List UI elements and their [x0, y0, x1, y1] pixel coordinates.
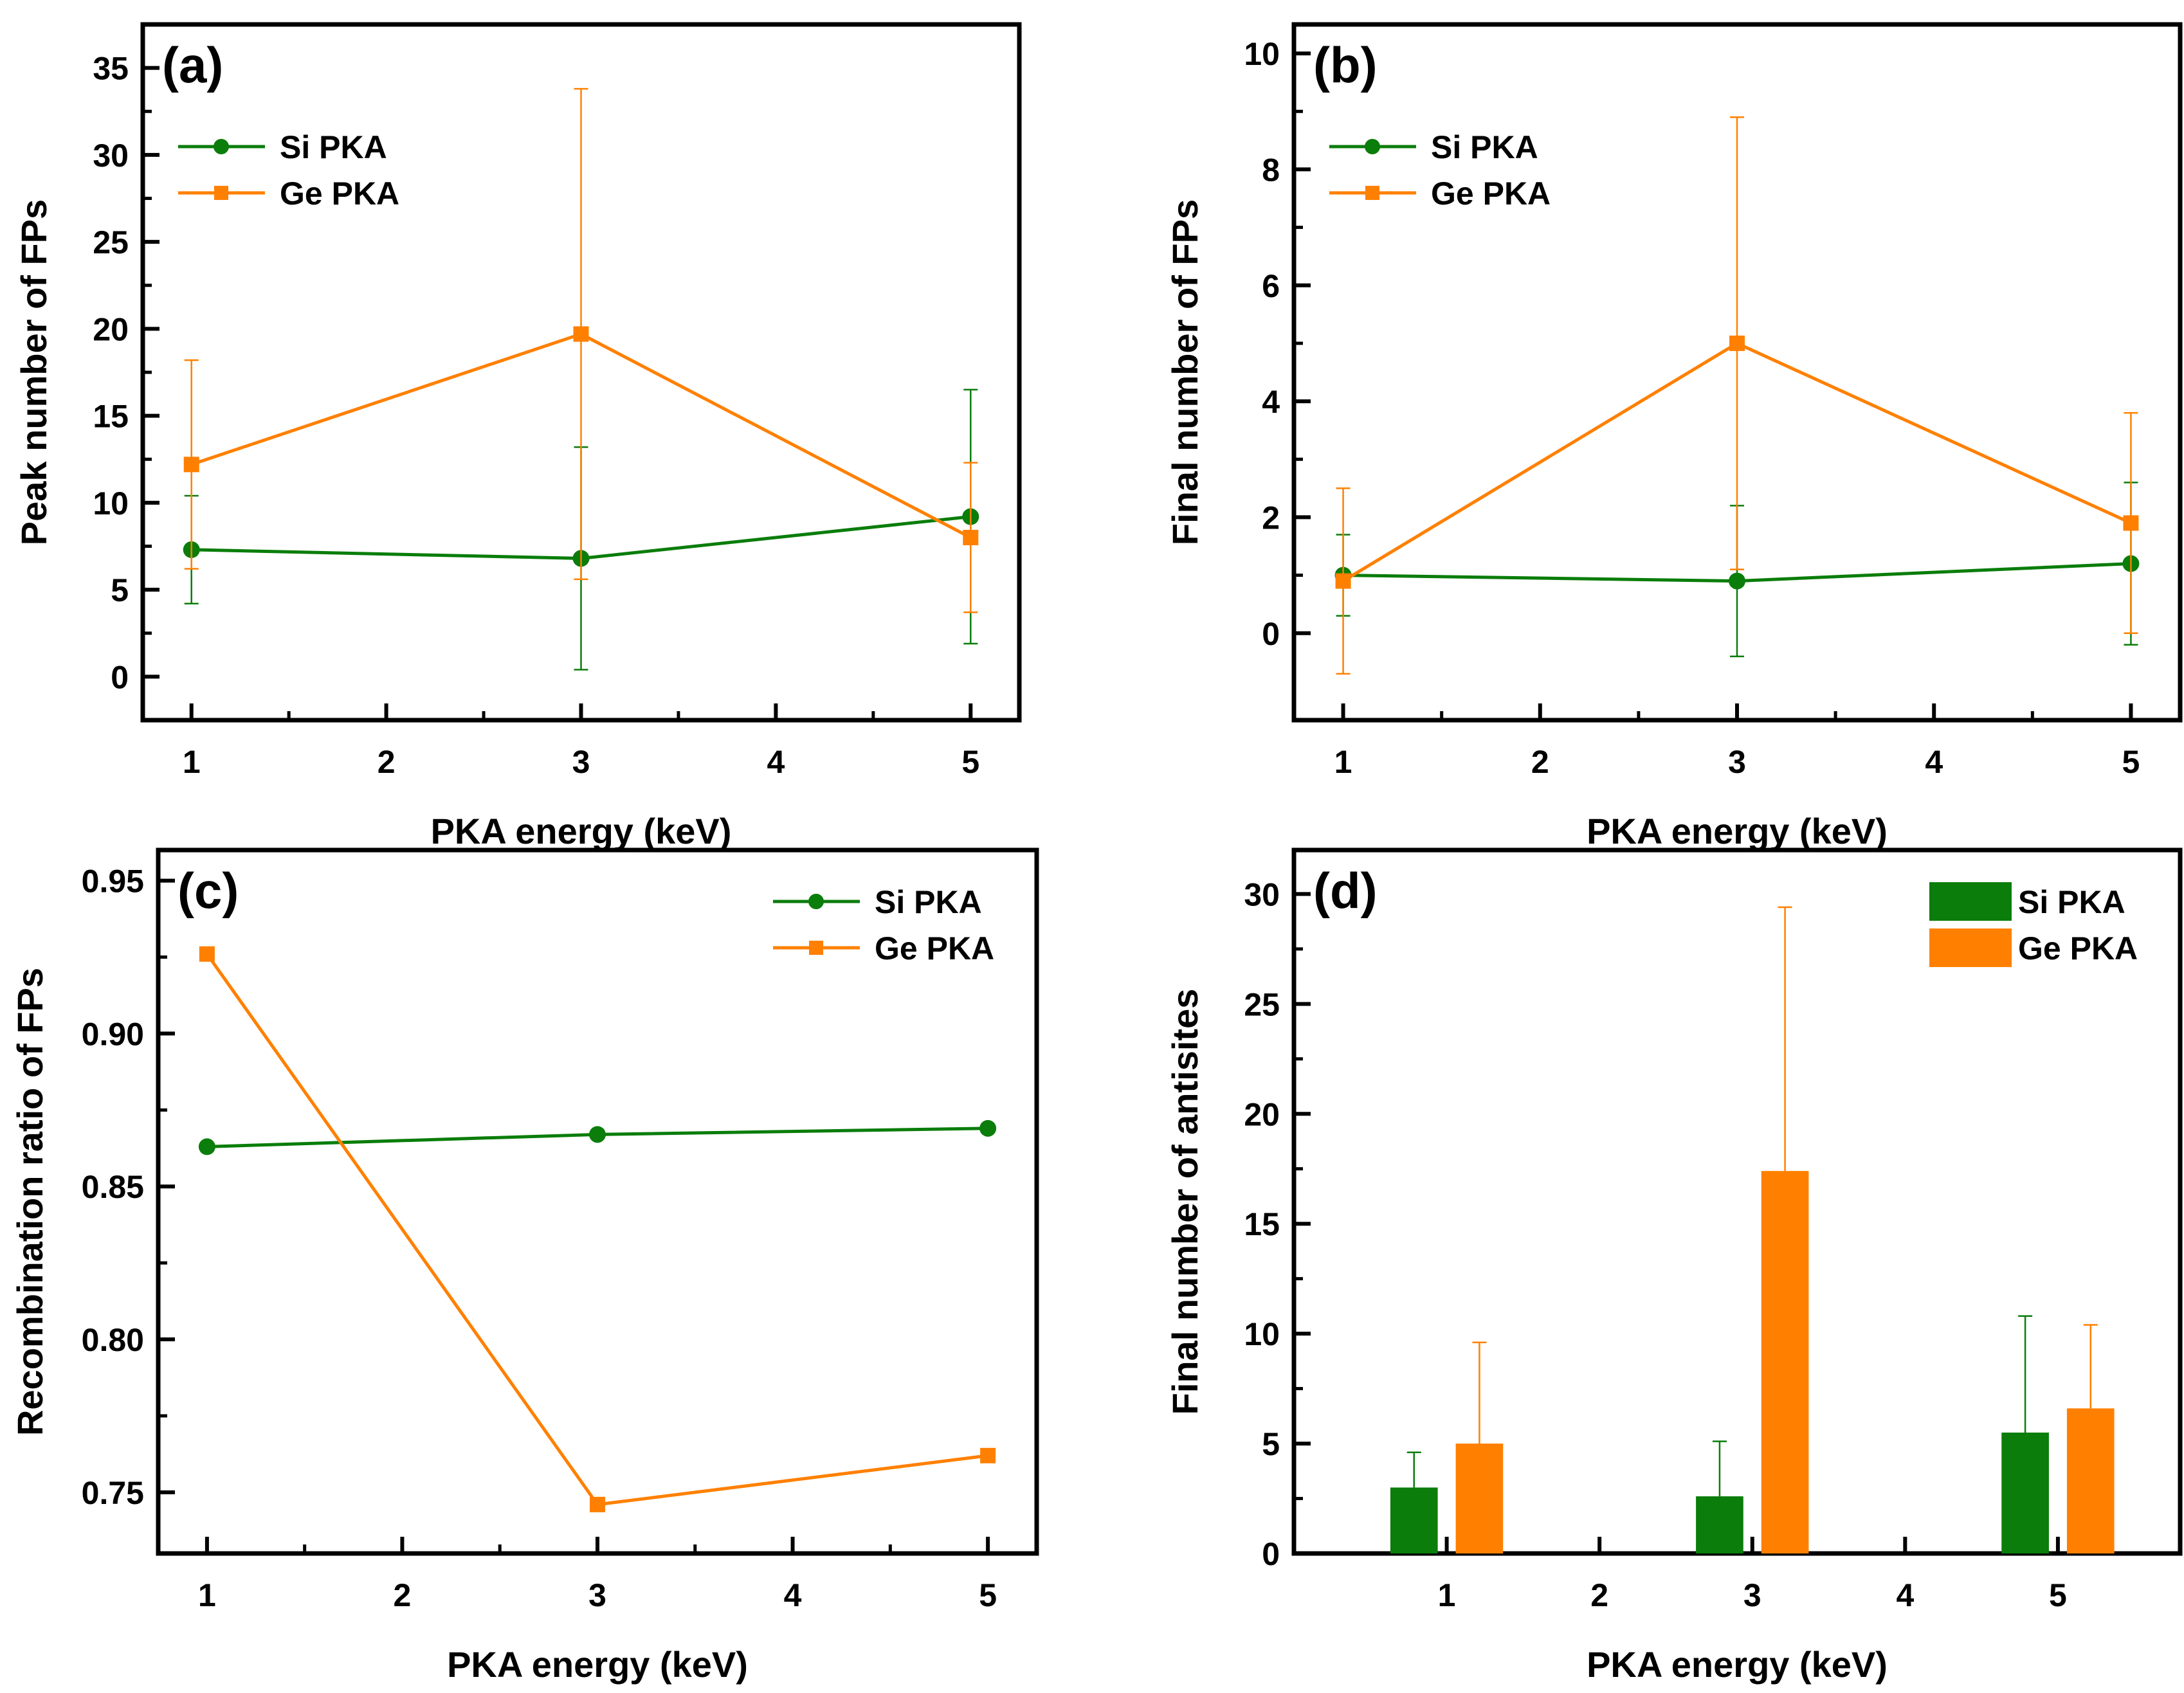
y-tick-label: 15	[1244, 1206, 1280, 1242]
x-axis-title: PKA energy (keV)	[1587, 811, 1888, 851]
y-tick-label: 10	[93, 485, 129, 521]
x-tick-label: 2	[394, 1577, 412, 1613]
panel-c: 1 2 3 4 5 0.75 0.80 0.85 0.90 0.95 PKA energy (keV…	[10, 847, 1039, 1685]
y-tick-label: 4	[1262, 384, 1280, 420]
y-tick-label: 0.80	[82, 1322, 144, 1358]
y-axis-title: Peak number of FPs	[14, 199, 54, 545]
x-tick-label: 5	[979, 1577, 997, 1613]
y-tick-label: 0.85	[82, 1169, 144, 1205]
legend-label: Ge PKA	[280, 176, 399, 212]
x-tick-label: 2	[1531, 744, 1549, 780]
x-tick-label: 2	[1590, 1577, 1608, 1613]
y-tick-label: 0	[1262, 1536, 1280, 1572]
panel-label: (a)	[162, 37, 223, 93]
y-tick-label: 6	[1262, 268, 1280, 304]
y-tick-label: 10	[1244, 1316, 1280, 1352]
x-tick-label: 1	[198, 1577, 216, 1613]
data-point-square	[963, 529, 979, 545]
legend-marker	[214, 139, 229, 154]
legend-swatch	[1929, 928, 2012, 967]
bar-si	[1696, 1496, 1743, 1553]
legend-marker	[1365, 186, 1379, 200]
x-tick-label: 4	[767, 744, 785, 780]
y-tick-label: 10	[1244, 36, 1280, 72]
y-axis-title: Recombination ratio of FPs	[10, 968, 50, 1436]
y-tick-label: 5	[1262, 1426, 1280, 1462]
y-tick-label: 20	[1244, 1096, 1280, 1132]
legend-label: Si PKA	[875, 884, 982, 920]
legend-label: Ge PKA	[875, 930, 994, 966]
y-tick-label: 8	[1262, 152, 1280, 188]
y-tick-label: 15	[93, 399, 129, 435]
data-point-square	[2123, 515, 2139, 531]
data-point-circle	[589, 1126, 606, 1143]
panel-label: (d)	[1313, 862, 1378, 919]
panel-b: 1 2 3 4 5 0 2 4 6 8 10 PKA energy (keV) Final number…	[1165, 22, 2183, 851]
panel-a: 1 2 3 4 5 0 5 10 15 20 25 30 35 PKA energy (keV) Peak …	[14, 22, 1022, 851]
legend-label: Ge PKA	[2018, 930, 2138, 966]
y-tick-label: 25	[1244, 986, 1280, 1022]
bar-si	[2001, 1432, 2049, 1553]
data-point-circle	[1729, 572, 1745, 590]
legend-label: Ge PKA	[1431, 176, 1551, 212]
data-point-square	[1729, 335, 1745, 351]
bar-ge	[2066, 1408, 2115, 1553]
data-point-circle	[979, 1119, 997, 1137]
data-point-square	[183, 457, 199, 473]
y-tick-label: 0.75	[82, 1475, 144, 1511]
data-point-square	[573, 326, 589, 342]
x-tick-label: 5	[2122, 744, 2140, 780]
y-tick-label: 35	[93, 51, 129, 87]
y-axis-title: Final number of antisites	[1165, 989, 1205, 1415]
data-point-square	[199, 946, 215, 962]
x-tick-label: 1	[1438, 1577, 1456, 1613]
legend-marker	[214, 186, 228, 200]
panel-d: 1 2 3 4 5 0 5 10 15 20 25 30 PKA energy (keV) Final n…	[1165, 847, 2183, 1685]
x-tick-label: 3	[572, 744, 590, 780]
legend-label: Si PKA	[2018, 884, 2125, 920]
legend-marker	[808, 894, 824, 909]
data-point-square	[980, 1447, 996, 1463]
panel-label: (b)	[1313, 37, 1378, 93]
bar-si	[1390, 1487, 1438, 1553]
x-axis-title: PKA energy (keV)	[431, 811, 732, 851]
x-tick-label: 1	[1334, 744, 1352, 780]
x-tick-label: 4	[1925, 744, 1943, 780]
data-point-square	[1335, 573, 1351, 589]
y-tick-label: 20	[93, 311, 129, 347]
x-tick-label: 4	[1896, 1577, 1914, 1613]
series-line-1	[205, 953, 988, 1507]
x-tick-label: 3	[1728, 744, 1746, 780]
x-axis-title: PKA energy (keV)	[1587, 1644, 1888, 1685]
x-tick-label: 3	[1743, 1577, 1761, 1613]
y-tick-label: 0.90	[82, 1016, 144, 1052]
x-axis-title: PKA energy (keV)	[447, 1644, 748, 1685]
x-tick-label: 1	[183, 744, 201, 780]
x-tick-label: 5	[2049, 1577, 2067, 1613]
y-tick-label: 0	[1262, 616, 1280, 652]
data-point-circle	[198, 1138, 215, 1155]
legend-marker	[809, 941, 823, 955]
x-tick-label: 5	[961, 744, 979, 780]
legend-label: Si PKA	[280, 129, 387, 165]
legend-swatch	[1929, 882, 2012, 921]
legend-label: Si PKA	[1431, 129, 1538, 165]
y-tick-label: 2	[1262, 500, 1280, 536]
bar-ge	[1761, 1171, 1809, 1553]
y-tick-label: 0	[111, 659, 129, 695]
y-tick-label: 25	[93, 224, 129, 260]
legend-marker	[1365, 139, 1380, 154]
bar-ge	[1455, 1444, 1504, 1553]
y-tick-label: 30	[1244, 876, 1280, 912]
x-tick-label: 4	[784, 1577, 802, 1613]
y-tick-label: 5	[111, 572, 129, 608]
panel-label: (c)	[177, 862, 239, 919]
y-tick-label: 0.95	[82, 864, 144, 900]
x-tick-label: 3	[588, 1577, 606, 1613]
x-tick-label: 2	[378, 744, 396, 780]
y-axis-title: Final number of FPs	[1165, 199, 1205, 545]
y-tick-label: 30	[93, 138, 129, 174]
data-point-square	[590, 1496, 605, 1512]
